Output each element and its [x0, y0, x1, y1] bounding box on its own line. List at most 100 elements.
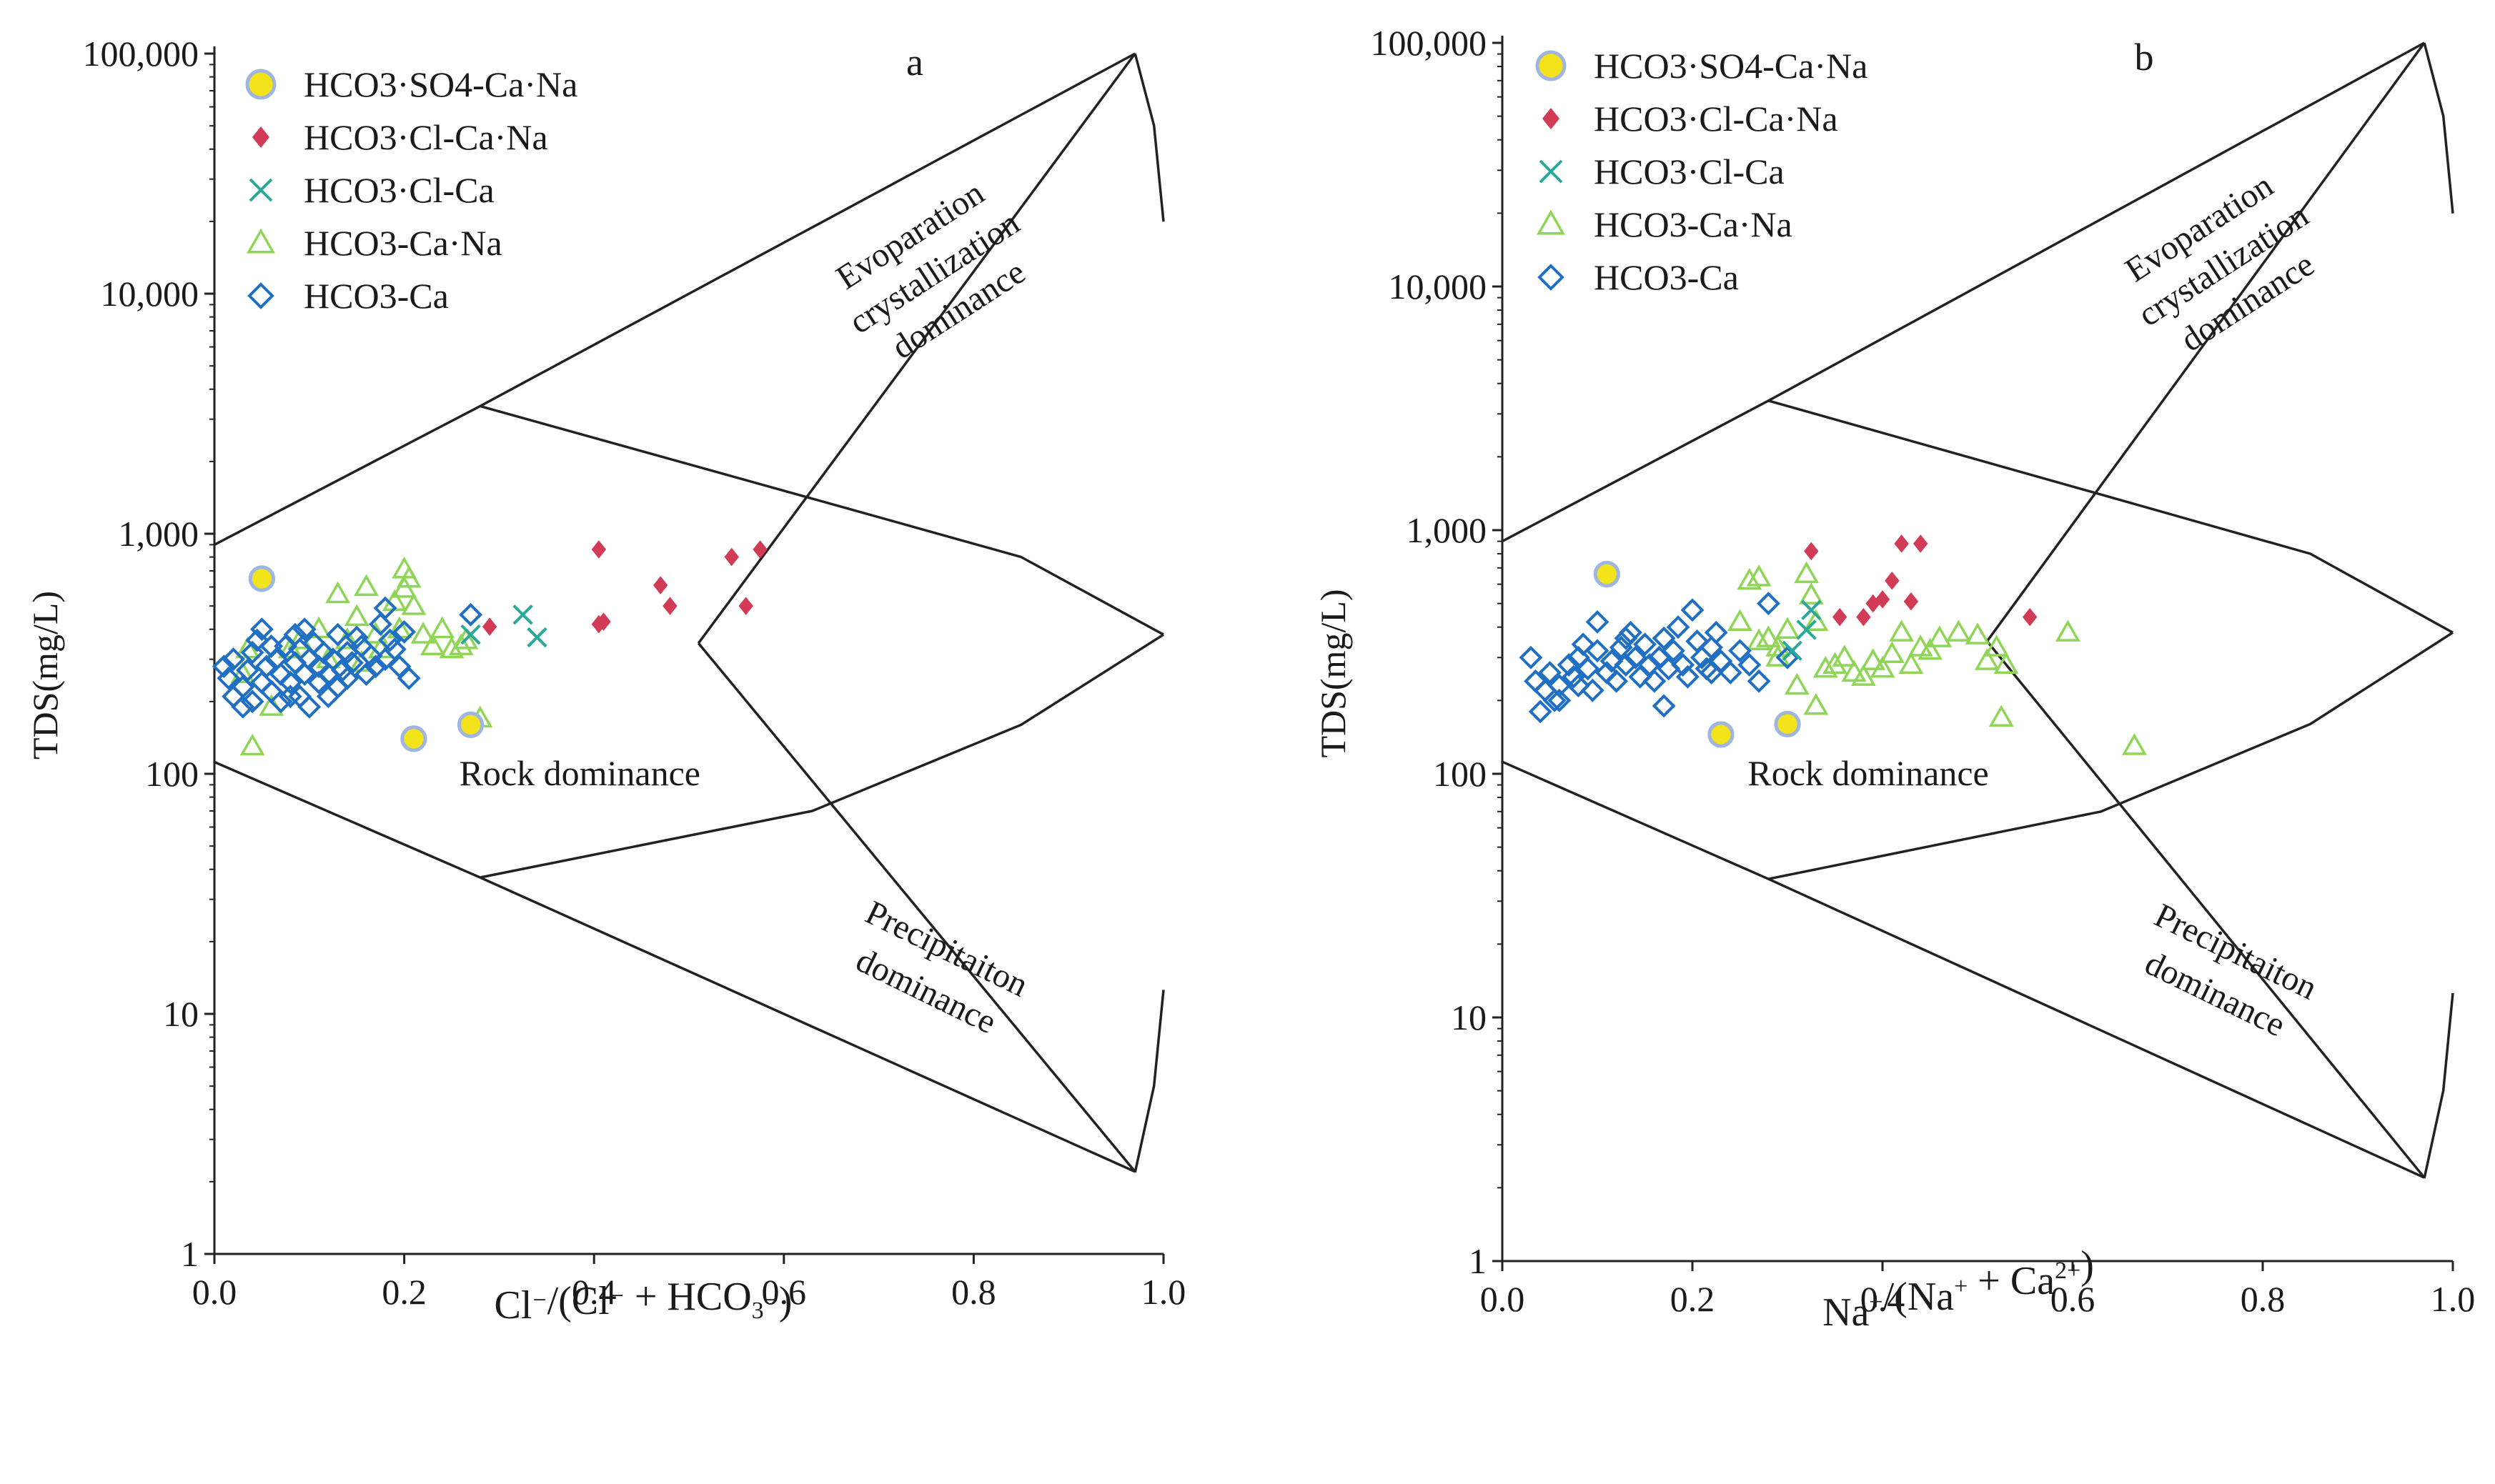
data-point [1965, 622, 1990, 644]
data-point [420, 633, 445, 656]
data-point [344, 604, 369, 627]
data-point [231, 694, 255, 719]
data-point [1599, 649, 1624, 673]
data-point [1804, 542, 1819, 561]
legend-label: HCO3·Cl-Ca·Na [1594, 99, 1838, 139]
legend-marker [252, 126, 269, 148]
legend-marker [1539, 159, 1563, 184]
data-point [1913, 534, 1928, 553]
data-point [1903, 592, 1919, 611]
data-point [1747, 669, 1771, 693]
data-point [1988, 704, 2014, 727]
data-point [753, 540, 768, 559]
data-point [312, 640, 336, 664]
data-point [457, 711, 485, 739]
series-hco3-ca-na [1727, 561, 2147, 755]
data-point [1562, 664, 1586, 689]
y-tick-label: 1 [181, 1234, 199, 1274]
data-point [254, 654, 279, 679]
data-point [1803, 692, 1829, 715]
boundary-lower-inner [480, 633, 1164, 879]
data-point [269, 689, 293, 714]
legend-marker [1542, 108, 1559, 129]
data-point [1652, 626, 1676, 650]
data-point [249, 617, 274, 642]
legend-item: HCO3·Cl-Ca·Na [252, 117, 548, 157]
data-point [1576, 657, 1600, 681]
data-point [1765, 634, 1791, 657]
data-point [1879, 641, 1905, 664]
panel-label: a [906, 41, 923, 84]
data-point [1675, 664, 1700, 689]
data-point [1889, 619, 1915, 642]
boundary-bottom-arc [2423, 992, 2454, 1179]
data-point [1974, 648, 2000, 670]
data-point [1870, 655, 1895, 678]
legend-item: HCO3·SO4-Ca·Na [245, 64, 577, 104]
legend: HCO3·SO4-Ca·Na HCO3·Cl-Ca·Na HCO3·Cl-Ca HCO… [245, 64, 577, 316]
x-tick-label: 0.8 [2241, 1279, 2286, 1319]
series-hco3-cl-ca-na [1804, 534, 2038, 627]
x-tick-label: 0.2 [1670, 1279, 1715, 1319]
y-tick-label: 10,000 [1389, 267, 1487, 307]
data-point [278, 670, 302, 694]
series-hco3-ca [212, 596, 482, 719]
data-point [591, 614, 607, 634]
data-point [325, 581, 351, 604]
data-point [1528, 699, 1552, 724]
data-points [212, 540, 768, 756]
data-point [1704, 620, 1728, 644]
x-tick-label: 1.0 [1141, 1272, 1186, 1312]
legend-label: HCO3-Ca·Na [1594, 204, 1792, 244]
series-hco3-cl-ca [460, 604, 547, 648]
y-tick-label: 10 [1451, 997, 1487, 1037]
data-point [359, 644, 383, 668]
series-hco3-so4-ca-na [1593, 560, 1801, 748]
boundary-lower-inner [1768, 631, 2454, 880]
boundary-evaporation [1985, 41, 2426, 642]
y-tick-label: 10 [163, 994, 199, 1034]
region-label-rock: Rock dominance [1747, 753, 1988, 793]
data-point [230, 661, 256, 684]
data-point [663, 597, 678, 615]
data-point [1585, 610, 1609, 634]
x-tick-label: 0.0 [192, 1272, 237, 1312]
legend-item: HCO3·SO4-Ca·Na [1535, 46, 1867, 86]
data-point [1984, 634, 2010, 657]
x-axis-label: Na+/(Na+ + Ca2+) [1822, 1243, 2094, 1335]
data-point [1841, 659, 1867, 682]
panel-label: b [2135, 36, 2154, 79]
data-point [344, 625, 369, 649]
data-point [1812, 655, 1838, 678]
data-point [1538, 661, 1562, 684]
y-tick-label: 100,000 [1371, 23, 1487, 63]
data-point [1652, 694, 1676, 718]
data-point [459, 602, 482, 627]
boundary-evaporation [697, 52, 1136, 644]
data-point [368, 612, 392, 637]
data-point [591, 540, 607, 559]
legend-marker [1537, 264, 1564, 291]
data-point [1593, 560, 1620, 588]
data-point [1794, 561, 1820, 584]
data-point [1542, 688, 1567, 712]
data-point [1894, 534, 1909, 553]
data-point [1756, 592, 1780, 616]
data-point [1850, 664, 1876, 686]
boundary-bottom-arc [1134, 990, 1165, 1173]
data-point [1875, 590, 1890, 609]
legend-item: HCO3·Cl-Ca [1539, 151, 1785, 191]
data-point [482, 617, 497, 636]
y-tick-label: 1,000 [1407, 510, 1487, 550]
data-point [400, 725, 427, 752]
data-point [1993, 652, 2019, 674]
boundary-precipitation [697, 642, 1136, 1173]
legend-marker [245, 69, 277, 100]
legend-item: HCO3-Ca·Na [246, 223, 502, 263]
data-point [354, 574, 379, 597]
data-point [392, 619, 417, 644]
data-point [1803, 609, 1829, 632]
data-point [1566, 674, 1590, 698]
data-point [326, 622, 350, 647]
